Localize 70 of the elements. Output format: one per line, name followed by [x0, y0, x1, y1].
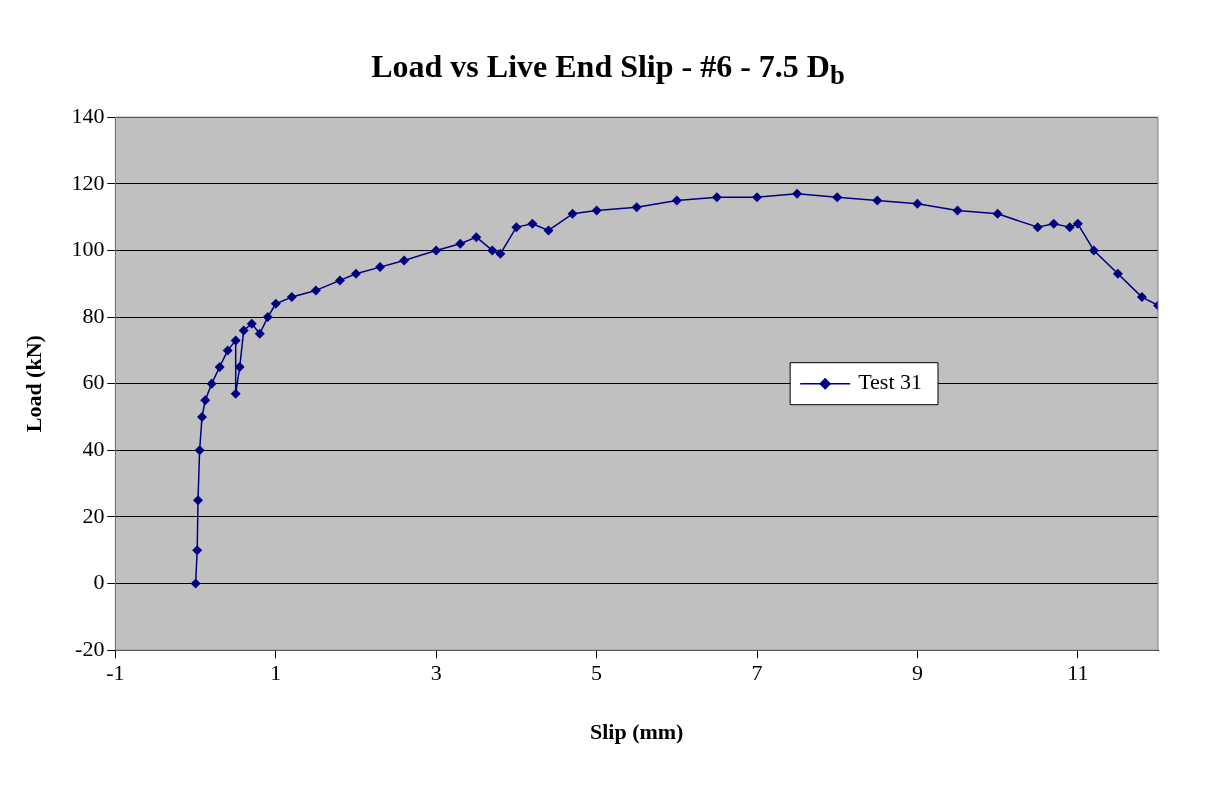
point	[194, 445, 205, 456]
point	[206, 379, 217, 390]
point	[711, 192, 722, 203]
point	[270, 299, 281, 310]
point	[1088, 245, 1099, 256]
point	[230, 389, 241, 400]
point	[214, 362, 225, 373]
point	[832, 192, 843, 203]
point	[1136, 292, 1147, 303]
point	[200, 395, 211, 406]
y-tick-label: 20	[82, 503, 105, 529]
point	[591, 205, 602, 216]
y-tick-label: 60	[82, 369, 105, 395]
y-tick-label: 40	[82, 436, 105, 462]
point	[631, 202, 642, 213]
point	[310, 285, 321, 296]
point	[952, 205, 963, 216]
y-tick-label: -20	[75, 636, 105, 662]
x-tick-label: 1	[270, 660, 282, 686]
point	[912, 199, 923, 210]
point	[872, 195, 883, 206]
x-tick-label: 5	[591, 660, 603, 686]
point	[792, 189, 803, 200]
point	[511, 222, 522, 233]
y-tick-label: 100	[71, 236, 105, 262]
point	[286, 292, 297, 303]
point	[262, 312, 273, 323]
point	[543, 225, 554, 236]
x-tick-label: 9	[911, 660, 923, 686]
point	[671, 195, 682, 206]
point	[455, 239, 466, 250]
point	[246, 319, 257, 330]
point	[190, 578, 201, 589]
y-tick-label: 80	[82, 303, 105, 329]
point	[238, 325, 249, 336]
point	[527, 219, 538, 230]
point	[254, 329, 265, 340]
point	[234, 362, 245, 373]
y-tick-label: 140	[71, 103, 105, 129]
point	[334, 275, 345, 286]
point	[1064, 222, 1075, 233]
x-tick-label: -1	[106, 660, 125, 686]
chart-title: Load vs Live End Slip - #6 - 7.5 D$_{b}$	[370, 47, 846, 93]
point	[1048, 219, 1059, 230]
point	[351, 269, 361, 280]
point	[487, 245, 498, 256]
x-tick-label: 11	[1067, 660, 1089, 686]
point	[375, 262, 386, 273]
point	[1072, 219, 1083, 230]
point	[193, 495, 204, 506]
point	[567, 209, 578, 220]
y-tick-label: 120	[71, 170, 105, 195]
point	[222, 345, 233, 356]
x-axis-title: Slip (mm)	[589, 719, 684, 745]
x-tick-label: 7	[751, 660, 763, 686]
point	[197, 412, 208, 423]
point	[495, 249, 506, 260]
point	[471, 232, 482, 243]
point	[992, 209, 1003, 220]
point	[399, 255, 410, 266]
legend-label: Test 31	[858, 369, 922, 395]
y-axis-title: Load (kN)	[20, 335, 46, 433]
point	[192, 545, 203, 556]
point	[752, 192, 762, 203]
point	[1112, 269, 1123, 280]
point	[230, 335, 241, 346]
y-tick-label: 0	[93, 569, 105, 595]
point	[1032, 222, 1043, 233]
x-tick-label: 3	[430, 660, 442, 686]
point	[431, 245, 442, 256]
